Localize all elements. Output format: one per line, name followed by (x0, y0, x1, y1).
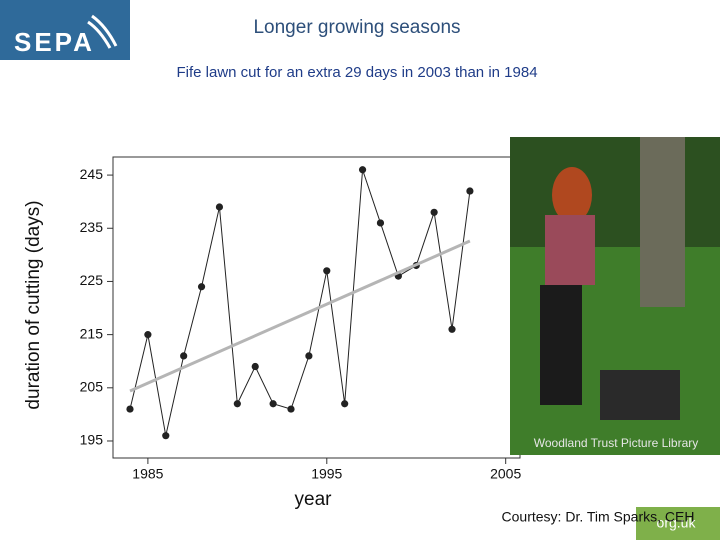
data-point (305, 352, 313, 360)
y-tick-label: 235 (80, 219, 104, 235)
logo-text: SEPA (14, 27, 95, 57)
x-axis-label: year (295, 489, 333, 510)
x-tick-label: 1995 (311, 466, 342, 482)
data-point (448, 325, 456, 333)
data-point (466, 187, 474, 195)
data-point (323, 267, 331, 275)
logo-box (0, 0, 130, 60)
data-point (144, 331, 152, 339)
x-tick-label: 1985 (132, 466, 163, 482)
subtitle: Fife lawn cut for an extra 29 days in 20… (176, 64, 537, 81)
web-box (636, 507, 720, 540)
data-point (358, 166, 367, 174)
data-point (126, 405, 134, 413)
data-point (430, 208, 438, 216)
data-point (376, 219, 385, 227)
web-text: org.uk (657, 515, 697, 531)
logo-swoosh (87, 14, 118, 49)
data-point (287, 405, 295, 413)
courtesy: Courtesy: Dr. Tim Sparks, CEH (502, 509, 695, 525)
data-point (341, 400, 349, 408)
photo: Woodland Trust Picture Library (510, 137, 720, 455)
data-point (180, 352, 188, 360)
y-tick-label: 215 (80, 325, 104, 341)
data-point (197, 283, 206, 291)
y-tick-label: 195 (80, 432, 104, 448)
y-tick-label: 225 (80, 272, 104, 288)
title: Longer growing seasons (253, 17, 460, 38)
data-point (233, 400, 241, 408)
data-point (215, 203, 224, 211)
y-axis-label: duration of cutting (days) (23, 200, 44, 409)
data-point (251, 362, 259, 371)
y-tick-label: 245 (80, 166, 104, 182)
x-tick-label: 2005 (490, 466, 521, 482)
data-point (269, 400, 277, 408)
y-tick-label: 205 (80, 379, 104, 395)
photo-credit: Woodland Trust Picture Library (534, 436, 699, 450)
series-line (129, 239, 471, 393)
data-point (162, 432, 170, 440)
series-line (129, 169, 471, 436)
